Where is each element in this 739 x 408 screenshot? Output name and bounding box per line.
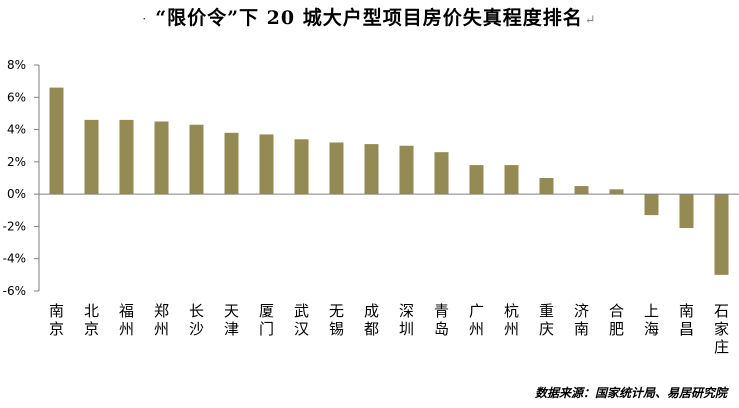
bar [574,186,589,195]
bar [224,132,239,195]
x-tick-label: 南昌 [679,302,694,338]
x-tick-label: 合肥 [609,302,624,338]
y-tick-label: 2% [7,155,26,169]
y-tick-label: -6% [3,284,26,298]
y-tick-label: -2% [3,219,26,233]
bar [434,152,449,195]
title-text: “限价令”下 20 城大户型项目房价失真程度排名 [155,7,583,29]
bar [154,121,169,195]
bar [329,142,344,195]
x-tick-labels: 南京北京福州郑州长沙天津厦门武汉无锡成都深圳青岛广州杭州重庆济南合肥上海南昌石家… [49,302,729,356]
bar [364,144,379,195]
bar [644,194,659,216]
bar [714,194,729,275]
bar [469,165,484,195]
x-tick-label: 上海 [644,302,659,338]
bar [49,87,64,195]
y-tick-label: 4% [7,123,26,137]
x-tick-label: 南京 [49,302,64,338]
x-tick-label: 长沙 [189,302,204,338]
x-tick-label: 武汉 [294,302,309,338]
y-tick-label: 8% [7,58,26,72]
x-tick-label: 深圳 [399,302,414,338]
x-tick-label: 福州 [119,302,134,338]
x-tick-label: 郑州 [154,302,169,338]
x-tick-label: 青岛 [434,302,449,338]
bar [679,194,694,229]
bar [504,165,519,195]
x-tick-label: 石家庄 [714,302,729,356]
y-tick-labels: 8% 6% 4% 2% 0% -2% -4% -6% [3,58,26,298]
chart-title: · “限价令”下 20 城大户型项目房价失真程度排名 ↵ [0,3,739,30]
bar [294,139,309,195]
y-tick-label: 6% [7,90,26,104]
bar [259,134,274,195]
x-tick-label: 广州 [469,302,484,338]
x-tick-label: 成都 [364,302,379,338]
x-tick-label: 济南 [574,302,589,338]
source-note: 数据来源：国家统计局、易居研究院 [534,386,727,400]
title-bullet: · [142,12,148,26]
bar [189,124,204,195]
bar [609,189,624,195]
x-tick-label: 天津 [224,302,239,338]
y-tick-label: 0% [7,187,26,201]
x-tick-label: 无锡 [329,302,344,338]
bar [399,145,414,195]
bar [84,119,99,195]
axes [34,64,739,292]
x-tick-label: 重庆 [539,302,554,338]
return-mark-icon: ↵ [584,13,597,28]
x-tick-label: 杭州 [504,302,519,338]
x-tick-label: 北京 [84,302,99,338]
x-tick-label: 厦门 [259,302,274,338]
bar [119,119,134,195]
bar [539,178,554,195]
bars [49,87,729,275]
y-tick-label: -4% [3,252,26,266]
